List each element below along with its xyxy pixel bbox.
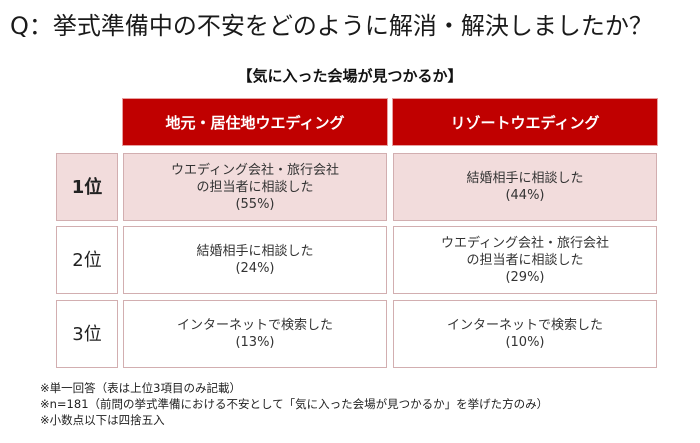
answer-line: の担当者に相談した (466, 252, 584, 268)
table-cell-r1-resort: 結婚相手に相談した (44%) (393, 153, 657, 221)
rank-label: 2位 (72, 249, 102, 271)
answer-percent: (29%) (505, 269, 545, 285)
answer-percent: (55%) (235, 196, 275, 212)
footnotes: ※単一回答（表は上位3項目のみ記載） ※n=181（前問の挙式準備における不安と… (40, 380, 548, 428)
answer-line: 結婚相手に相談した (196, 244, 314, 259)
rank-label: 1位 (71, 176, 103, 198)
table-cell-r2-local: 結婚相手に相談した (24%) (123, 226, 387, 294)
rank-cell-1: 1位 (56, 153, 118, 221)
rank-cell-3: 3位 (56, 300, 118, 368)
answer-line: ウエディング会社・旅行会社 (440, 235, 610, 251)
footnote-3: ※小数点以下は四捨五入 (40, 413, 165, 427)
answer-line: の担当者に相談した (196, 179, 314, 195)
answer-line: 結婚相手に相談した (466, 171, 584, 186)
column-header-local-wedding: 地元・居住地ウエディング (123, 99, 387, 145)
answer-percent: (13%) (235, 335, 275, 350)
answer-percent: (24%) (235, 261, 275, 276)
answer-percent: (10%) (505, 335, 545, 350)
answer-line: インターネットで検索した (176, 318, 333, 333)
page-title: Q：挙式準備中の不安をどのように解消・解決しましたか？ (10, 12, 653, 40)
table-cell-r2-resort: ウエディング会社・旅行会社 の担当者に相談した (29%) (393, 226, 657, 294)
table-cell-r1-local: ウエディング会社・旅行会社 の担当者に相談した (55%) (123, 153, 387, 221)
answer-line: インターネットで検索した (446, 318, 603, 333)
footnote-2: ※n=181（前問の挙式準備における不安として「気に入った会場が見つかるか」を挙… (40, 397, 549, 411)
rank-cell-2: 2位 (56, 226, 118, 294)
column-header-resort-wedding: リゾートウエディング (393, 99, 657, 145)
table-subtitle: 【気に入った会場が見つかるか】 (237, 67, 463, 85)
answer-line: ウエディング会社・旅行会社 (170, 162, 340, 178)
rank-label: 3位 (72, 323, 102, 345)
table-cell-r3-local: インターネットで検索した (13%) (123, 300, 387, 368)
footnote-1: ※単一回答（表は上位3項目のみ記載） (40, 381, 241, 395)
table-cell-r3-resort: インターネットで検索した (10%) (393, 300, 657, 368)
answer-percent: (44%) (505, 188, 545, 203)
